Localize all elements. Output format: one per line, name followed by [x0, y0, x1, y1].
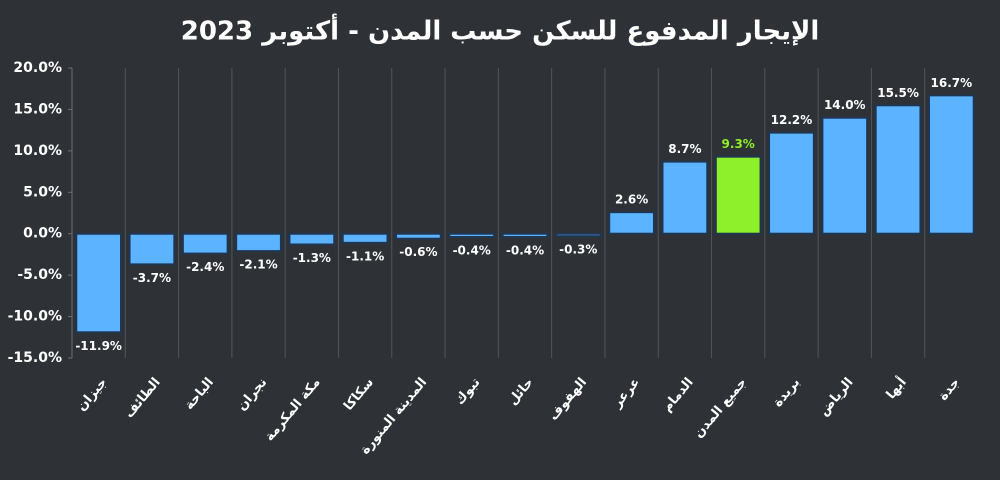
value-label: -0.4% [453, 244, 491, 258]
value-label: 2.6% [615, 193, 648, 207]
bar [661, 160, 709, 235]
y-tick-label: -5.0% [17, 267, 62, 283]
value-label: -3.7% [133, 271, 171, 285]
value-label: -2.4% [186, 260, 224, 274]
bar [501, 232, 549, 239]
bar [288, 232, 336, 246]
bar [395, 232, 442, 240]
bar [714, 155, 762, 235]
value-label: 16.7% [931, 76, 973, 90]
value-label: -1.1% [346, 249, 384, 263]
y-tick-label: 5.0% [23, 184, 62, 200]
bar [75, 232, 123, 334]
value-label: -0.4% [506, 244, 544, 258]
bar [768, 131, 815, 235]
value-label: -0.3% [559, 243, 597, 257]
bar [608, 211, 655, 235]
bar [554, 232, 602, 238]
bar [341, 232, 389, 244]
y-tick-label: 15.0% [13, 101, 62, 117]
y-tick-label: 10.0% [13, 143, 62, 159]
bar [874, 104, 922, 235]
y-tick-label: -10.0% [8, 309, 62, 325]
value-label: 14.0% [824, 98, 866, 112]
value-label: 12.2% [771, 113, 813, 127]
value-label: -2.1% [239, 258, 277, 272]
value-label: -0.6% [399, 245, 437, 259]
value-label: -11.9% [75, 339, 122, 353]
bar [927, 94, 975, 235]
bar [181, 232, 229, 255]
y-tick-label: 0.0% [23, 226, 62, 242]
y-tick-label: -15.0% [8, 350, 62, 366]
bar [821, 116, 869, 235]
bar [128, 232, 176, 266]
y-tick-label: 20.0% [13, 60, 62, 76]
chart-title: الإيجار المدفوع للسكن حسب المدن - أكتوبر… [181, 14, 820, 47]
value-label: 9.3% [722, 137, 755, 151]
value-label: -1.3% [293, 251, 331, 265]
value-label: 8.7% [668, 142, 701, 156]
value-label: 15.5% [877, 86, 919, 100]
bar [235, 232, 282, 253]
bar [448, 232, 496, 239]
